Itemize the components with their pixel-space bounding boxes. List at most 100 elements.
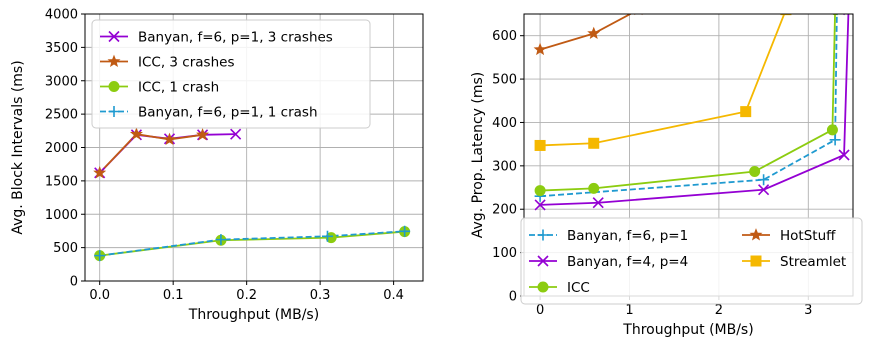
series-line-banyan-f-4-p-4 bbox=[540, 14, 850, 206]
data-point-banyan-f-6-p-1 bbox=[829, 134, 841, 146]
data-point-streamlet bbox=[588, 137, 600, 149]
x-tick-label: 0.2 bbox=[236, 288, 257, 303]
data-point-icc-1-crash bbox=[325, 232, 337, 244]
legend-label: HotStuff bbox=[780, 228, 836, 244]
x-tick-label: 0.3 bbox=[310, 288, 331, 303]
legend-item-banyan-f-6-p-1-1-crash: Banyan, f=6, p=1, 1 crash bbox=[100, 105, 318, 121]
legend-marker bbox=[107, 54, 121, 68]
legend-label: Banyan, f=6, p=1, 1 crash bbox=[138, 105, 318, 121]
y-axis-label: Avg. Block Intervals (ms) bbox=[10, 60, 26, 234]
legend-marker bbox=[537, 255, 549, 267]
legend-item-banyan-f-4-p-4: Banyan, f=4, p=4 bbox=[529, 254, 688, 270]
x-tick-label: 0.4 bbox=[383, 288, 404, 303]
data-point-banyan-f-6-p-1-1-crash bbox=[321, 230, 333, 242]
legend-label: ICC, 1 crash bbox=[138, 80, 219, 96]
data-point-banyan-f-4-p-4 bbox=[592, 197, 604, 209]
x-tick-label: 0 bbox=[536, 303, 544, 318]
data-point-icc-3-crashes bbox=[196, 127, 210, 141]
data-point-hotstuff bbox=[533, 42, 547, 56]
y-tick-label: 3500 bbox=[45, 41, 78, 56]
series-line-hotstuff bbox=[539, 14, 633, 51]
legend-marker bbox=[537, 281, 549, 293]
data-point-icc bbox=[831, 14, 839, 16]
chart-proposal-latency: 0 1 2 3 0 100 200 300 400 500 600 Throughput (MB/s)… bbox=[470, 13, 863, 338]
legend-item-hotstuff: HotStuff bbox=[742, 228, 836, 244]
legend-item-icc-1-crash: ICC, 1 crash bbox=[100, 80, 219, 96]
y-tick-label: 600 bbox=[492, 29, 517, 44]
legend-marker bbox=[749, 228, 763, 241]
series-line-streamlet bbox=[540, 14, 786, 147]
data-point-banyan-f-6-p-1-1-crash bbox=[215, 234, 227, 246]
y-tick-label: 0 bbox=[70, 275, 78, 290]
y-axis-label: Avg. Prop. Latency (ms) bbox=[470, 72, 486, 238]
legend-label: Streamlet bbox=[780, 254, 846, 270]
legend-label: Banyan, f=4, p=4 bbox=[567, 254, 688, 270]
data-point-icc bbox=[534, 185, 546, 197]
legend-marker bbox=[108, 81, 120, 92]
data-point-banyan-f-6-p-1 bbox=[758, 174, 770, 186]
legend-marker bbox=[750, 255, 762, 267]
x-axis-label: Throughput (MB/s) bbox=[622, 322, 753, 338]
data-point-streamlet bbox=[534, 139, 546, 151]
y-tick-label: 500 bbox=[53, 241, 78, 256]
y-tick-label: 500 bbox=[492, 73, 517, 88]
y-tick-label: 0 bbox=[509, 290, 517, 305]
legend-item-icc: ICC bbox=[529, 280, 590, 296]
data-point-icc-3-crashes bbox=[129, 127, 143, 140]
series-line-banyan-f-6-p-1 bbox=[540, 14, 838, 198]
chart-block-intervals: 0.0 0.1 0.2 0.3 0.4 0 500 1000 1500 2000 2500 3000 3… bbox=[10, 8, 424, 323]
legend: Banyan, f=6, p=1 Banyan, f=4, p=4 ICC HotSt… bbox=[520, 217, 863, 305]
legend-label: Banyan, f=6, p=1 bbox=[567, 228, 688, 244]
x-tick-label: 2 bbox=[715, 303, 723, 318]
x-tick-label: 0.0 bbox=[89, 288, 110, 303]
legend: Banyan, f=6, p=1, 3 crashes ICC, 3 crashe… bbox=[91, 19, 371, 129]
legend-label: ICC, 3 crashes bbox=[138, 55, 234, 71]
data-point-icc bbox=[749, 165, 761, 177]
plot-area bbox=[93, 127, 411, 262]
data-point-hotstuff bbox=[587, 26, 601, 40]
data-point-icc bbox=[826, 124, 838, 136]
y-tick-label: 300 bbox=[492, 159, 517, 174]
series-line-icc-3-crashes bbox=[99, 133, 203, 174]
data-point-icc-3-crashes bbox=[93, 166, 107, 179]
legend-item-streamlet: Streamlet bbox=[742, 254, 846, 270]
y-tick-label: 2500 bbox=[45, 108, 78, 123]
data-point-hotstuff bbox=[634, 14, 643, 16]
y-tick-label: 100 bbox=[492, 246, 517, 261]
x-axis-label: Throughput (MB/s) bbox=[188, 307, 319, 323]
legend-marker bbox=[108, 106, 120, 117]
x-tick-label: 3 bbox=[804, 303, 812, 318]
data-point-banyan-f-4-p-4 bbox=[842, 14, 853, 16]
x-tick-label: 1 bbox=[625, 303, 633, 318]
legend-item-icc-3-crashes: ICC, 3 crashes bbox=[100, 55, 234, 71]
series-line-icc-1-crash bbox=[99, 230, 405, 257]
y-tick-label: 3000 bbox=[45, 74, 78, 89]
y-tick-label: 4000 bbox=[45, 8, 78, 23]
legend-marker bbox=[537, 229, 549, 241]
legend-box bbox=[520, 217, 863, 305]
data-point-banyan-f-4-p-4 bbox=[838, 149, 850, 161]
series-line-banyan-f-6-p-1-1-crash bbox=[99, 230, 405, 257]
data-point-icc-3-crashes bbox=[163, 132, 176, 146]
legend-box bbox=[91, 19, 371, 129]
data-point-streamlet bbox=[780, 14, 792, 16]
legend-item-banyan-f-6-p-1-3-crashes: Banyan, f=6, p=1, 3 crashes bbox=[100, 30, 333, 46]
legend-label: Banyan, f=6, p=1, 3 crashes bbox=[138, 30, 333, 46]
data-point-streamlet bbox=[740, 106, 752, 118]
y-tick-label: 2000 bbox=[45, 141, 78, 156]
legend-marker bbox=[108, 30, 120, 43]
y-tick-label: 1000 bbox=[45, 208, 78, 223]
plot-area bbox=[533, 14, 853, 211]
legend-label: ICC bbox=[567, 280, 590, 296]
legend-item-banyan-f-6-p-1: Banyan, f=6, p=1 bbox=[529, 228, 688, 244]
y-tick-label: 200 bbox=[492, 203, 517, 218]
data-point-banyan-f-6-p-1-1-crash bbox=[399, 225, 411, 237]
data-point-banyan-f-4-p-4 bbox=[758, 184, 770, 196]
data-point-banyan-f-4-p-4 bbox=[534, 199, 546, 211]
data-point-icc bbox=[588, 182, 600, 194]
y-tick-label: 1500 bbox=[45, 174, 78, 189]
y-tick-label: 400 bbox=[492, 116, 517, 131]
x-tick-label: 0.1 bbox=[163, 288, 184, 303]
data-point-banyan-f-6-p-1-1-crash bbox=[94, 250, 106, 262]
